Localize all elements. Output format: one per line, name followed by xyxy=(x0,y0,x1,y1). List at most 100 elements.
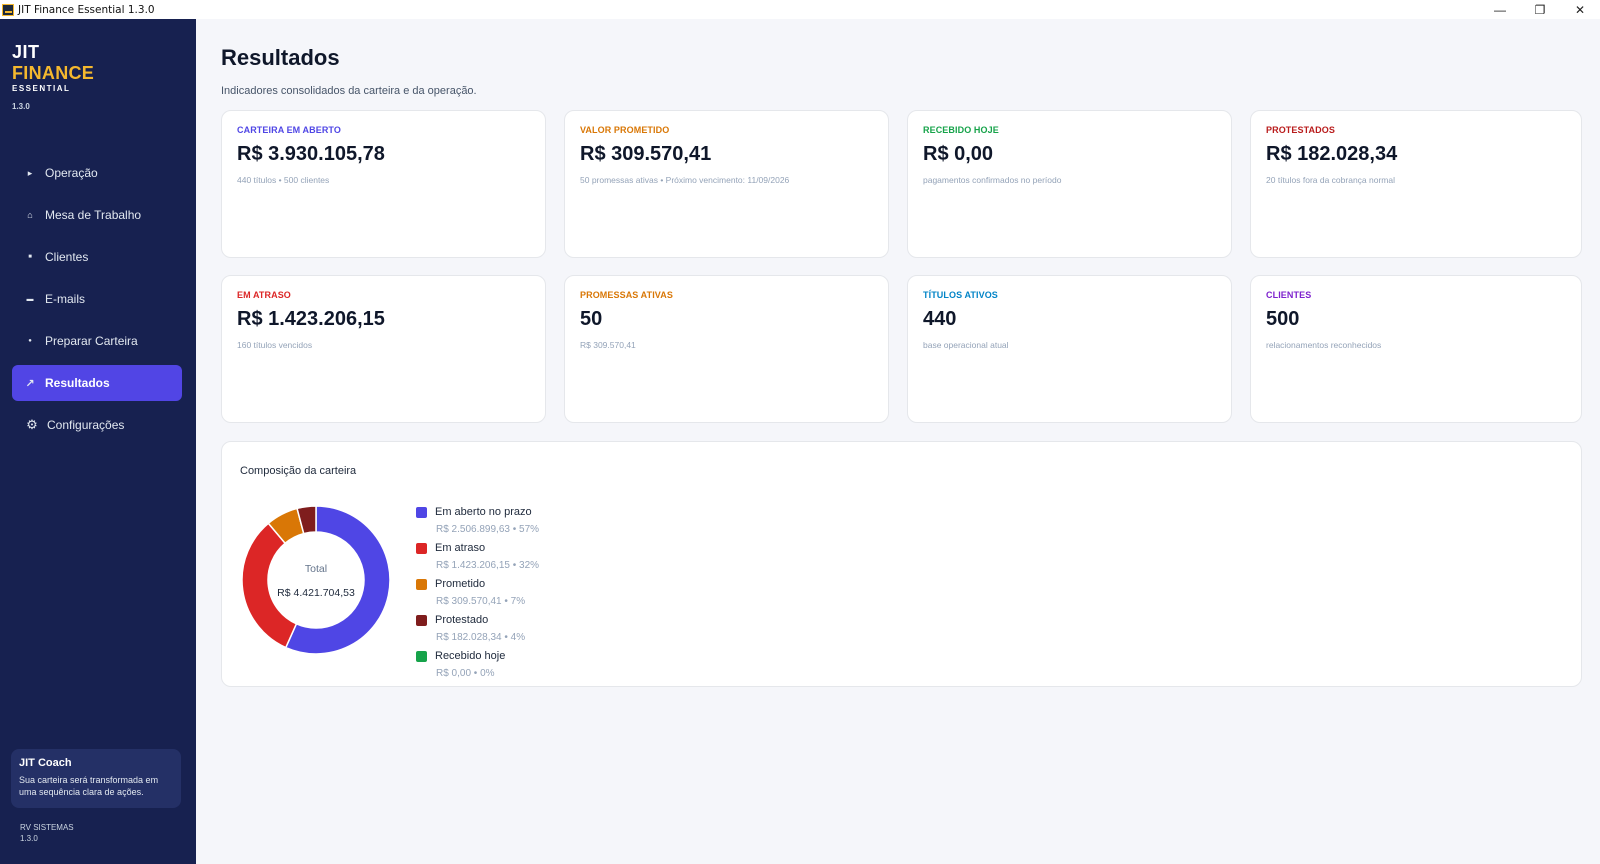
donut-slice-0 xyxy=(284,505,391,655)
sidebar-item-label: Preparar Carteira xyxy=(45,334,138,348)
card-description: R$ 309.570,41 xyxy=(580,340,636,350)
close-button[interactable]: ✕ xyxy=(1574,2,1586,17)
play-icon: ▸ xyxy=(27,167,33,178)
legend-swatch xyxy=(416,506,427,518)
card-clientes: CLIENTES 500 relacionamentos reconhecido… xyxy=(1250,275,1582,423)
legend-detail: R$ 309.570,41 • 7% xyxy=(436,596,526,607)
minimize-button[interactable]: — xyxy=(1494,2,1506,17)
legend-name: Protestado xyxy=(435,614,489,626)
card-description: 50 promessas ativas • Próximo vencimento… xyxy=(580,175,790,185)
card-description: 440 títulos • 500 clientes xyxy=(237,175,330,185)
donut-center-value: R$ 4.421.704,53 xyxy=(277,587,355,599)
legend-item: Recebido hoje R$ 0,00 • 0% xyxy=(416,650,539,686)
brand-essential: ESSENTIAL xyxy=(12,84,71,93)
card-value: 440 xyxy=(923,308,957,330)
card-value: R$ 309.570,41 xyxy=(580,143,712,165)
footer-version: 1.3.0 xyxy=(20,834,38,843)
donut-slice-3 xyxy=(296,505,317,535)
card-value: R$ 182.028,34 xyxy=(1266,143,1398,165)
card-promessas-ativas: PROMESSAS ATIVAS 50 R$ 309.570,41 xyxy=(564,275,889,423)
jit-coach-panel: JIT Coach Sua carteira será transformada… xyxy=(11,749,181,808)
sidebar-item-configuracoes[interactable]: ⚙ Configurações xyxy=(12,407,182,443)
card-value: 50 xyxy=(580,308,603,330)
card-label: CARTEIRA EM ABERTO xyxy=(237,125,341,135)
card-label: PROMESSAS ATIVAS xyxy=(580,290,673,300)
card-value: 500 xyxy=(1266,308,1300,330)
sidebar-item-e-mails[interactable]: ▬ E-mails xyxy=(12,281,182,317)
card-recebido-hoje: RECEBIDO HOJE R$ 0,00 pagamentos confirm… xyxy=(907,110,1232,258)
coach-title: JIT Coach xyxy=(19,757,72,769)
sidebar-item-resultados[interactable]: ↗ Resultados xyxy=(12,365,182,401)
legend-item: Prometido R$ 309.570,41 • 7% xyxy=(416,578,539,614)
legend-detail: R$ 0,00 • 0% xyxy=(436,668,495,679)
legend-item: Protestado R$ 182.028,34 • 4% xyxy=(416,614,539,650)
card-label: RECEBIDO HOJE xyxy=(923,125,999,135)
composition-panel: Composição da carteira Total R$ 4.421.70… xyxy=(221,441,1582,687)
card-description: pagamentos confirmados no período xyxy=(923,175,1062,185)
mail-icon: ▬ xyxy=(26,295,34,303)
card-description: base operacional atual xyxy=(923,340,1009,350)
sidebar-item-label: Resultados xyxy=(45,376,110,390)
main-content: Resultados Indicadores consolidados da c… xyxy=(196,19,1600,864)
trend-icon: ↗ xyxy=(25,377,35,390)
card-label: EM ATRASO xyxy=(237,290,291,300)
footer-company: RV SISTEMAS xyxy=(20,823,74,832)
legend-name: Em atraso xyxy=(435,542,486,554)
legend-detail: R$ 2.506.899,63 • 57% xyxy=(436,524,540,535)
card-valor-prometido: VALOR PROMETIDO R$ 309.570,41 50 promess… xyxy=(564,110,889,258)
legend-swatch xyxy=(416,614,427,626)
donut-slice-1 xyxy=(241,522,298,649)
legend-detail: R$ 1.423.206,15 • 32% xyxy=(436,560,540,571)
card-label: PROTESTADOS xyxy=(1266,125,1335,135)
legend-item: Em atraso R$ 1.423.206,15 • 32% xyxy=(416,542,539,578)
card-label: VALOR PROMETIDO xyxy=(580,125,670,135)
sidebar-nav: ▸ Operação ⌂ Mesa de Trabalho ■ Clientes… xyxy=(12,155,182,449)
card-protestados: PROTESTADOS R$ 182.028,34 20 títulos for… xyxy=(1250,110,1582,258)
user-icon: ● xyxy=(28,338,32,344)
card-label: CLIENTES xyxy=(1266,290,1312,300)
chart-legend: Em aberto no prazo R$ 2.506.899,63 • 57% E… xyxy=(416,506,539,686)
donut-slices xyxy=(241,505,391,655)
card-description: 160 títulos vencidos xyxy=(237,340,313,350)
sidebar-item-label: Mesa de Trabalho xyxy=(45,208,142,222)
sidebar: JIT FINANCE ESSENTIAL 1.3.0 ▸ Operação ⌂… xyxy=(0,19,196,864)
card-value: R$ 0,00 xyxy=(923,143,994,165)
card-value: R$ 1.423.206,15 xyxy=(237,308,385,330)
legend-swatch xyxy=(416,578,427,590)
card-titulos-ativos: TÍTULOS ATIVOS 440 base operacional atua… xyxy=(907,275,1232,423)
legend-name: Em aberto no prazo xyxy=(435,506,532,518)
donut-center-label: Total xyxy=(305,563,327,575)
composition-donut-chart: Total R$ 4.421.704,53 xyxy=(241,505,391,655)
legend-name: Recebido hoje xyxy=(435,650,506,662)
page-title: Resultados xyxy=(221,45,340,70)
page-subtitle: Indicadores consolidados da carteira e d… xyxy=(221,85,477,97)
card-description: relacionamentos reconhecidos xyxy=(1266,340,1382,350)
card-em-atraso: EM ATRASO R$ 1.423.206,15 160 títulos ve… xyxy=(221,275,546,423)
brand-version: 1.3.0 xyxy=(12,102,30,111)
card-value: R$ 3.930.105,78 xyxy=(237,143,385,165)
card-description: 20 títulos fora da cobrança normal xyxy=(1266,175,1395,185)
card-carteira-em-aberto: CARTEIRA EM ABERTO R$ 3.930.105,78 440 t… xyxy=(221,110,546,258)
brand-logo: JIT FINANCE ESSENTIAL 1.3.0 xyxy=(12,41,94,111)
legend-detail: R$ 182.028,34 • 4% xyxy=(436,632,526,643)
sidebar-item-preparar-carteira[interactable]: ● Preparar Carteira xyxy=(12,323,182,359)
card-label: TÍTULOS ATIVOS xyxy=(923,290,998,300)
sidebar-item-label: Clientes xyxy=(45,250,89,264)
sidebar-item-operacao[interactable]: ▸ Operação xyxy=(12,155,182,191)
coach-text: Sua carteira será transformada em uma se… xyxy=(19,775,159,797)
sidebar-item-label: Operação xyxy=(45,166,98,180)
legend-name: Prometido xyxy=(435,578,486,590)
app-logo-icon xyxy=(2,3,14,16)
window-title: JIT Finance Essential 1.3.0 xyxy=(18,3,155,16)
sidebar-item-mesa-de-trabalho[interactable]: ⌂ Mesa de Trabalho xyxy=(12,197,182,233)
sidebar-item-label: E-mails xyxy=(45,292,86,306)
square-icon: ■ xyxy=(28,254,32,260)
sidebar-item-clientes[interactable]: ■ Clientes xyxy=(12,239,182,275)
gear-icon: ⚙ xyxy=(26,417,38,432)
home-icon: ⌂ xyxy=(27,210,33,220)
legend-item: Em aberto no prazo R$ 2.506.899,63 • 57% xyxy=(416,506,539,542)
brand-finance: FINANCE xyxy=(12,63,95,83)
legend-swatch xyxy=(416,542,427,554)
restore-button[interactable]: ❐ xyxy=(1534,2,1546,17)
window-titlebar: JIT Finance Essential 1.3.0 — ❐ ✕ xyxy=(0,0,1600,19)
